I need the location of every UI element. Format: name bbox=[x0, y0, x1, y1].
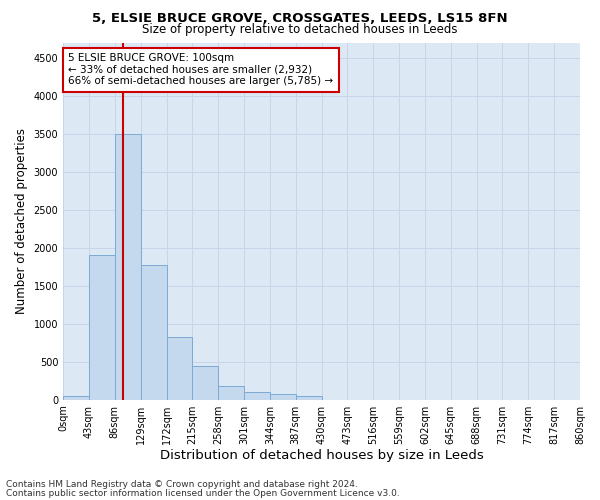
Bar bbox=[89, 256, 115, 400]
Text: Contains public sector information licensed under the Open Government Licence v3: Contains public sector information licen… bbox=[6, 488, 400, 498]
Bar bbox=[115, 134, 140, 400]
Bar bbox=[167, 337, 193, 400]
Bar bbox=[140, 265, 167, 400]
Bar bbox=[193, 366, 218, 400]
Bar bbox=[218, 386, 244, 400]
Text: Contains HM Land Registry data © Crown copyright and database right 2024.: Contains HM Land Registry data © Crown c… bbox=[6, 480, 358, 489]
Text: 5, ELSIE BRUCE GROVE, CROSSGATES, LEEDS, LS15 8FN: 5, ELSIE BRUCE GROVE, CROSSGATES, LEEDS,… bbox=[92, 12, 508, 26]
Bar bbox=[63, 396, 89, 400]
Y-axis label: Number of detached properties: Number of detached properties bbox=[15, 128, 28, 314]
Bar bbox=[244, 392, 270, 400]
Text: 5 ELSIE BRUCE GROVE: 100sqm
← 33% of detached houses are smaller (2,932)
66% of : 5 ELSIE BRUCE GROVE: 100sqm ← 33% of det… bbox=[68, 53, 334, 86]
Bar bbox=[296, 396, 322, 400]
X-axis label: Distribution of detached houses by size in Leeds: Distribution of detached houses by size … bbox=[160, 450, 484, 462]
Bar bbox=[270, 394, 296, 400]
Text: Size of property relative to detached houses in Leeds: Size of property relative to detached ho… bbox=[142, 22, 458, 36]
